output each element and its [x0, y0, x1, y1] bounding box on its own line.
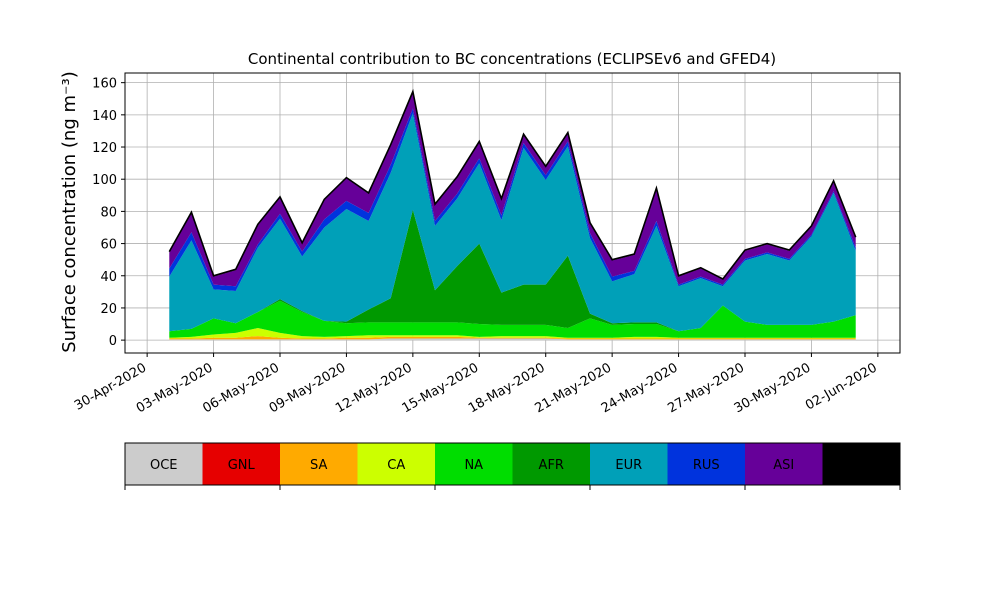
legend-frame [124, 442, 901, 486]
y-tick-label: 100 [92, 173, 117, 188]
area-asi [169, 92, 856, 287]
legend-label-ca: CA [387, 458, 405, 473]
legend-swatch-na [435, 443, 513, 485]
y-tick-label: 20 [100, 302, 117, 317]
legend-label-gnl: GNL [228, 458, 256, 473]
legend-swatch-rus [667, 443, 745, 485]
legend-label-eur: EUR [615, 458, 642, 473]
legend-swatch-gnl [202, 443, 280, 485]
y-tick-label: 60 [100, 238, 117, 253]
legend-label-asi: ASI [773, 458, 794, 473]
legend-label-afr: AFR [539, 458, 564, 473]
y-axis-label: Surface concentration (ng m⁻³) [59, 71, 80, 353]
legend-swatch-aus [822, 443, 900, 485]
legend-swatch-asi [745, 443, 823, 485]
area-eur [169, 113, 856, 332]
y-tick-label: 0 [109, 334, 117, 349]
area-na [169, 300, 856, 338]
legend-swatch-ca [357, 443, 435, 485]
legend-label-rus: RUS [693, 458, 720, 473]
y-tick-label: 140 [92, 109, 117, 124]
y-axis: 0 20 40 60 80 100 120 140 160 [92, 77, 125, 349]
chart-title: Continental contribution to BC concentra… [248, 50, 776, 68]
legend-label-sa: SA [310, 458, 327, 473]
legend-swatch-afr [512, 443, 590, 485]
legend-swatch-eur [590, 443, 668, 485]
legend-swatch-oce [125, 443, 203, 485]
legend-label-oce: OCE [150, 458, 178, 473]
area-ca [169, 328, 856, 339]
legend-swatch-sa [280, 443, 358, 485]
stacked-areas [169, 91, 856, 341]
area-oce [169, 338, 856, 341]
y-tick-label: 40 [100, 270, 117, 285]
legend-label-na: NA [464, 458, 483, 473]
y-tick-label: 120 [92, 141, 117, 156]
y-tick-label: 80 [100, 205, 117, 220]
area-afr [169, 209, 856, 332]
y-tick-label: 160 [92, 77, 117, 92]
legend-label-aus: AUS [848, 458, 875, 473]
legend-colorbar: OCE GNL SA CA NA AFR EUR RUS ASI AUS [124, 442, 901, 490]
plot-frame [124, 72, 901, 354]
total-outline-line [168, 88, 857, 280]
